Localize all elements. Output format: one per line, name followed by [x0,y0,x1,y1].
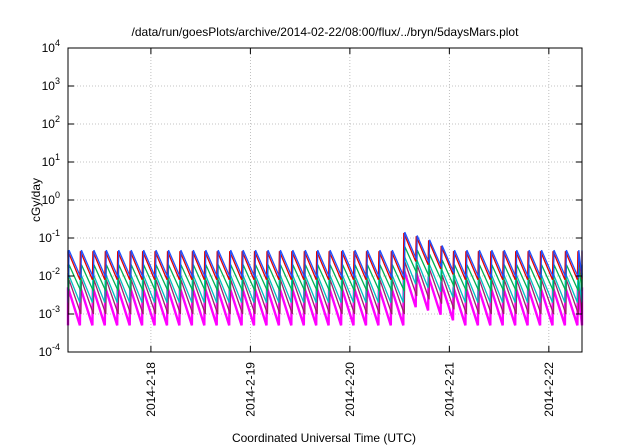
axis-ticks: 10-4 10-3 10-2 10-1 100 101 102 103 104 2014-2-18… [39,38,582,417]
x-tick-label: 2014-2-20 [343,362,357,417]
series-line [67,254,583,303]
y-tick-label: 100 [42,190,60,207]
y-tick-label: 10-3 [39,304,60,321]
y-tick-label: 101 [42,152,60,169]
y-tick-label: 104 [42,38,60,55]
x-tick-label: 2014-2-22 [542,362,556,417]
y-tick-label: 10-2 [39,266,60,283]
series-line [66,268,584,326]
x-tick-label: 2014-2-18 [144,362,158,417]
x-tick-label: 2014-2-21 [442,362,456,417]
series-layer [66,231,584,326]
plot-frame [67,47,583,353]
series-line [67,232,583,280]
y-tick-label: 10-1 [39,228,60,245]
grid-lines [68,48,582,352]
x-tick-label: 2014-2-19 [243,362,257,417]
y-tick-label: 10-4 [39,342,60,359]
series-line [67,261,583,315]
series-line [67,246,583,292]
y-tick-label: 102 [42,114,60,131]
chart-title: /data/run/goesPlots/archive/2014-02-22/0… [132,25,520,39]
x-axis-label: Coordinated Universal Time (UTC) [232,431,416,445]
y-axis-label: cGy/day [29,178,43,222]
series-line [67,231,583,278]
y-tick-label: 103 [42,76,60,93]
